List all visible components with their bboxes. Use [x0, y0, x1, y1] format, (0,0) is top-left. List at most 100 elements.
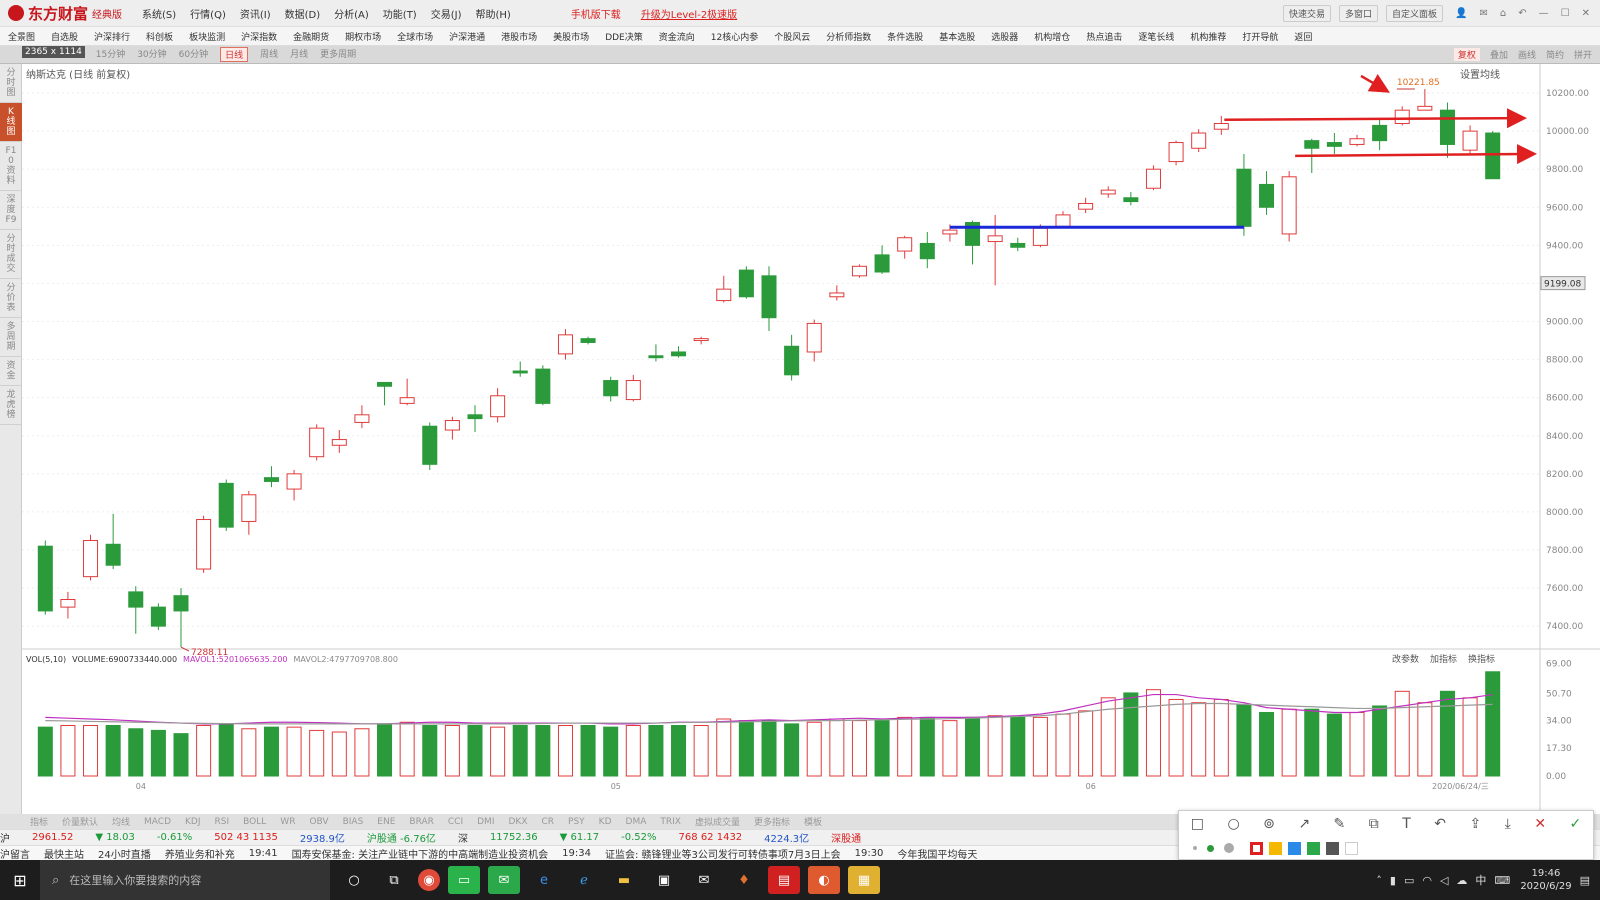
indicator-tab-17[interactable]: KD — [598, 816, 612, 827]
indicator-tab-9[interactable]: BIAS — [342, 816, 364, 827]
period-tab-7[interactable]: 月线 — [290, 50, 309, 60]
taskbar-search[interactable]: ⌕ 在这里输入你要搜索的内容 — [40, 860, 330, 900]
mail-app-icon[interactable]: ✉ — [698, 872, 710, 888]
back-icon[interactable]: ↶ — [1518, 7, 1527, 19]
pdf-app-icon[interactable]: ▤ — [768, 866, 800, 894]
custom-panel-button[interactable]: 自定义面板 — [1386, 4, 1444, 22]
nav-item-24[interactable]: 打开导航 — [1242, 32, 1279, 43]
color-gray-swatch[interactable] — [1326, 841, 1339, 855]
nav-item-20[interactable]: 机构增仓 — [1034, 32, 1071, 43]
indicator-tab-13[interactable]: DMI — [477, 816, 495, 827]
period-tab-4[interactable]: 60分钟 — [178, 50, 209, 60]
chrome-icon[interactable]: ◉ — [418, 869, 440, 891]
vol-tool-0[interactable]: 改参数 — [1392, 653, 1419, 665]
task-view-icon[interactable]: ⧉ — [389, 872, 399, 888]
indicator-tab-19[interactable]: TRIX — [660, 816, 681, 827]
resistance-arrow-upper[interactable] — [1224, 108, 1527, 129]
cloud-icon[interactable]: ☁ — [1456, 873, 1468, 887]
wechat-icon[interactable]: ✉ — [488, 866, 520, 894]
ime-indicator[interactable]: 中 — [1475, 874, 1487, 887]
nav-item-4[interactable]: 板块监测 — [189, 32, 226, 43]
eastmoney-app-icon[interactable]: ◐ — [808, 866, 840, 894]
share-icon[interactable]: ⇪ — [1469, 816, 1482, 832]
news-item-0[interactable]: 沪留言 — [0, 849, 30, 861]
multi-window-button[interactable]: 多窗口 — [1339, 4, 1379, 22]
period-tool-4[interactable]: 拼开 — [1573, 51, 1592, 61]
nav-item-25[interactable]: 返回 — [1294, 32, 1313, 43]
indicator-tab-21[interactable]: 更多指标 — [753, 818, 790, 828]
size-large-dot[interactable] — [1224, 843, 1234, 853]
notes-app-icon[interactable]: ▦ — [848, 866, 880, 894]
nav-item-17[interactable]: 条件选股 — [887, 32, 924, 43]
battery-icon[interactable]: ▭ — [1403, 873, 1415, 887]
period-tab-2[interactable]: 15分钟 — [95, 50, 126, 60]
nav-item-13[interactable]: 资金流向 — [658, 32, 695, 43]
indicator-tab-8[interactable]: OBV — [309, 816, 329, 827]
minimize-icon[interactable]: — — [1538, 7, 1549, 19]
vol-tool-2[interactable]: 换指标 — [1468, 653, 1495, 665]
indicator-tab-6[interactable]: BOLL — [243, 816, 267, 827]
indicator-tab-18[interactable]: DMA — [625, 816, 647, 827]
indicator-tab-2[interactable]: 均线 — [112, 818, 131, 828]
close-icon[interactable]: ✕ — [1581, 7, 1590, 19]
line-app-icon[interactable]: ▭ — [448, 866, 480, 894]
menu-system[interactable]: 系统(S) — [142, 9, 177, 21]
taskbar-clock[interactable]: 19:46 2020/6/29 — [1520, 867, 1571, 893]
maximize-icon[interactable]: ☐ — [1560, 7, 1570, 19]
user-icon[interactable]: 👤 — [1455, 7, 1468, 19]
sidebar-item-6[interactable]: 多周期 — [0, 318, 22, 357]
file-explorer-icon[interactable]: ▬ — [617, 872, 631, 888]
nav-item-8[interactable]: 全球市场 — [397, 32, 434, 43]
kline-chart[interactable]: 7400.00 7600.00 7800.00 8000.00 8200.00 8400.… — [22, 64, 1600, 814]
sidebar-item-2[interactable]: F10资料 — [0, 142, 22, 191]
nav-item-1[interactable]: 自选股 — [51, 32, 79, 43]
windows-start-icon[interactable]: ⊞ — [13, 870, 27, 890]
edge-icon[interactable]: e — [540, 872, 548, 888]
upgrade-link[interactable]: 升级为Level-2极速版 — [640, 9, 738, 21]
cancel-icon[interactable]: ✕ — [1534, 816, 1547, 832]
nav-item-6[interactable]: 金融期货 — [293, 32, 330, 43]
color-blue-swatch[interactable] — [1288, 841, 1301, 855]
period-tab-3[interactable]: 30分钟 — [137, 50, 167, 60]
text-tool-icon[interactable]: T — [1402, 816, 1411, 832]
sidebar-item-0[interactable]: 分时图 — [0, 64, 22, 103]
circle-tool-icon[interactable]: ○ — [1227, 816, 1240, 832]
menu-help[interactable]: 帮助(H) — [475, 9, 511, 21]
color-yellow-swatch[interactable] — [1269, 841, 1282, 855]
nav-item-12[interactable]: DDE决策 — [605, 32, 643, 43]
indicator-tab-3[interactable]: MACD — [144, 816, 172, 827]
indicator-tab-16[interactable]: PSY — [568, 816, 585, 827]
nav-item-0[interactable]: 全景图 — [8, 32, 36, 43]
mosaic-tool-icon[interactable]: ⊚ — [1263, 816, 1275, 832]
news-item-1[interactable]: 最快主站 — [44, 849, 84, 861]
menu-quotes[interactable]: 行情(Q) — [190, 9, 226, 21]
wifi-icon[interactable]: ◠ — [1422, 873, 1432, 887]
indicator-tab-1[interactable]: 价量默认 — [62, 818, 99, 828]
indicator-tab-14[interactable]: DKX — [508, 816, 528, 827]
undo-icon[interactable]: ↶ — [1434, 816, 1446, 832]
quick-trade-button[interactable]: 快速交易 — [1283, 4, 1332, 22]
indicator-tab-12[interactable]: CCI — [447, 816, 464, 827]
nav-item-16[interactable]: 分析师指数 — [826, 32, 872, 43]
nav-item-5[interactable]: 沪深指数 — [241, 32, 278, 43]
network-icon[interactable]: ▮ — [1389, 873, 1396, 887]
period-tool-0[interactable]: 复权 — [1453, 48, 1480, 61]
indicator-tab-15[interactable]: CR — [541, 816, 555, 827]
nav-item-7[interactable]: 期权市场 — [345, 32, 382, 43]
store-icon[interactable]: ▣ — [657, 872, 671, 888]
vol-tool-1[interactable]: 加指标 — [1430, 653, 1457, 665]
indicator-tab-10[interactable]: ENE — [377, 816, 396, 827]
size-small-dot[interactable] — [1193, 846, 1197, 850]
menu-info[interactable]: 资讯(I) — [239, 9, 271, 21]
nav-item-18[interactable]: 基本选股 — [939, 32, 976, 43]
sidebar-item-8[interactable]: 龙虎榜 — [0, 386, 22, 425]
tray-chevron-icon[interactable]: ˄ — [1376, 873, 1382, 887]
sidebar-item-5[interactable]: 分价表 — [0, 279, 22, 318]
nav-item-10[interactable]: 港股市场 — [501, 32, 538, 43]
volume-icon[interactable]: ◁ — [1439, 873, 1449, 887]
period-tool-2[interactable]: 画线 — [1517, 51, 1536, 61]
notifications-icon[interactable]: ▤ — [1579, 873, 1590, 887]
mail-icon[interactable]: ✉ — [1479, 7, 1488, 19]
period-tab-8[interactable]: 更多周期 — [320, 50, 357, 60]
nav-item-14[interactable]: 12核心内参 — [710, 32, 759, 43]
